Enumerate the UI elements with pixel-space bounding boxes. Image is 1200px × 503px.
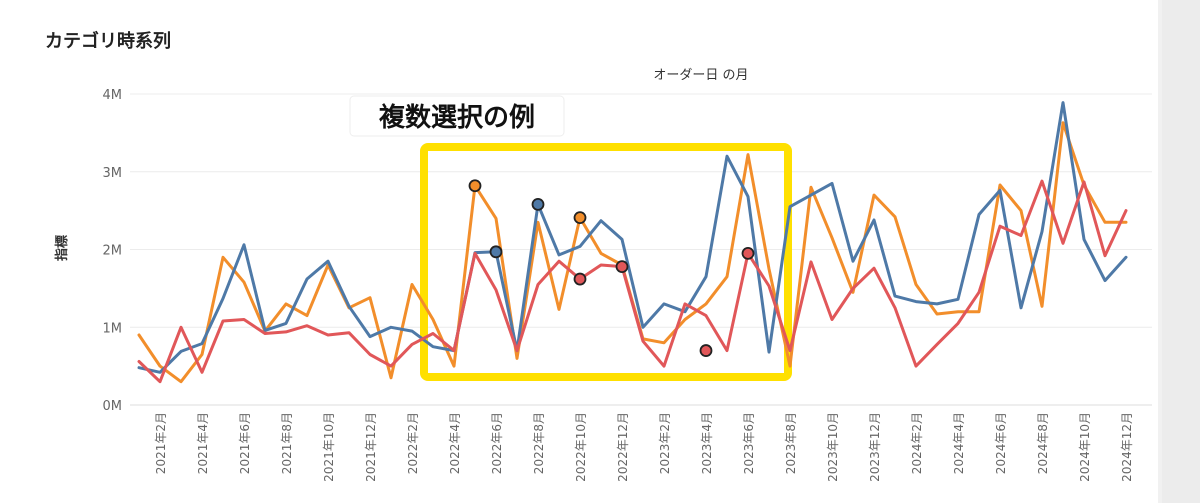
selected-point-blue — [489, 245, 503, 259]
x-tick-label: 2023年8月 — [784, 412, 798, 474]
selected-point-red — [699, 344, 713, 357]
selection-highlight-box — [420, 143, 792, 381]
series-line-red — [137, 179, 1128, 384]
x-tick-label: 2023年6月 — [742, 412, 756, 474]
x-tick-label: 2021年2月 — [154, 412, 168, 474]
x-tick-label: 2023年12月 — [868, 412, 882, 482]
selected-point-blue — [531, 198, 545, 211]
x-tick-label: 2022年8月 — [532, 412, 546, 474]
y-tick-label: 0M — [103, 399, 123, 414]
y-tick-label: 3M — [103, 166, 123, 181]
x-tick-label: 2023年4月 — [700, 412, 714, 474]
selected-point-orange — [573, 211, 587, 225]
series-line-orange — [137, 121, 1128, 384]
y-axis-label: 指標 — [54, 235, 70, 261]
y-tick-label: 4M — [103, 88, 123, 103]
x-tick-label: 2024年2月 — [910, 412, 924, 474]
x-tick-label: 2024年6月 — [994, 412, 1008, 474]
x-tick-label: 2024年4月 — [952, 412, 966, 474]
x-tick-label: 2021年10月 — [322, 412, 336, 482]
selected-point-red — [741, 246, 755, 260]
selected-point-red — [615, 260, 629, 274]
y-tick-label: 1M — [103, 321, 123, 336]
x-tick-label: 2024年12月 — [1120, 412, 1134, 482]
x-tick-label: 2023年10月 — [826, 412, 840, 482]
x-tick-label: 2024年8月 — [1036, 412, 1050, 474]
x-tick-label: 2021年8月 — [280, 412, 294, 474]
x-tick-label: 2024年10月 — [1078, 412, 1092, 482]
x-tick-label: 2022年4月 — [448, 412, 462, 474]
x-tick-label: 2021年6月 — [238, 412, 252, 474]
chart-card: カテゴリ時系列 オーダー日 の月指標 0M 1M 2M 3M 4M 2021年2月 2021年… — [0, 0, 1158, 503]
selected-point-red — [573, 272, 587, 286]
selected-point-orange — [468, 179, 482, 193]
section-title: カテゴリ時系列 — [45, 31, 171, 52]
x-tick-label: 2023年2月 — [658, 412, 672, 474]
annotation-box — [349, 95, 565, 137]
series-line-blue — [137, 101, 1128, 374]
chart-title: オーダー日 の月 — [653, 68, 748, 83]
x-tick-label: 2022年2月 — [406, 412, 420, 474]
x-tick-label: 2022年6月 — [490, 412, 504, 474]
x-tick-label: 2022年10月 — [574, 412, 588, 482]
scroll-gutter[interactable] — [1162, 0, 1200, 503]
y-tick-label: 2M — [103, 244, 123, 259]
x-tick-label: 2022年12月 — [616, 412, 630, 482]
annotation-label: 複数選択の例 — [379, 102, 535, 133]
x-tick-label: 2021年4月 — [196, 412, 210, 474]
x-tick-label: 2021年12月 — [364, 412, 378, 482]
